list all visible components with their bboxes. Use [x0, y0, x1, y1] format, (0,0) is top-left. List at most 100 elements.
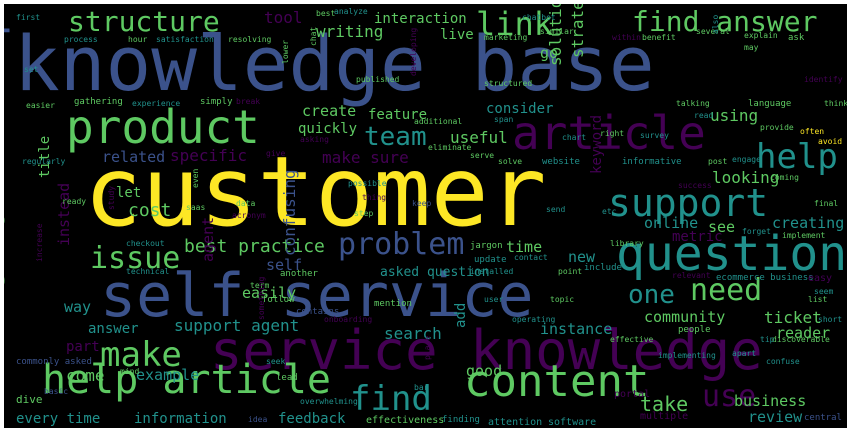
word-effectiveness: effectiveness — [366, 415, 445, 426]
word-way: way — [64, 298, 92, 316]
word-finding: finding — [442, 415, 480, 425]
word-live: live — [440, 27, 474, 43]
word-add: add — [453, 302, 469, 328]
word-support-agent: support agent — [174, 316, 300, 335]
word-informative: informative — [622, 157, 682, 167]
word-library: library — [610, 239, 644, 248]
word-implementing: implementing — [658, 351, 716, 360]
word-self: self — [266, 256, 303, 274]
word-metric: metric — [672, 229, 723, 245]
word-ecommerce-business: ecommerce business — [716, 273, 814, 283]
word-overwhelming: overwhelming — [300, 397, 358, 406]
word-another: another — [280, 269, 318, 279]
word-analyze: analyze — [334, 7, 368, 16]
word-article: article — [512, 106, 706, 160]
word-often: often — [800, 127, 825, 136]
word-set: set — [24, 65, 39, 74]
word-gathering: gathering — [74, 97, 123, 107]
word-support: support — [608, 181, 769, 225]
word-onboarding: onboarding — [324, 315, 373, 324]
word-cloud: knowledge base customer self service ser… — [4, 4, 847, 428]
word-issue: issue — [90, 241, 181, 276]
word-serve: serve — [470, 151, 495, 160]
word-link: link — [476, 5, 554, 43]
word-etc: etc — [602, 207, 617, 216]
word-language: language — [748, 99, 792, 109]
word-read: read — [694, 111, 714, 120]
word-looking: looking — [712, 168, 780, 187]
word-list: list — [808, 295, 828, 304]
word-chatbot: chatbot — [522, 13, 556, 22]
word-interaction: interaction — [374, 11, 467, 27]
word-specific: specific — [170, 146, 248, 165]
word-dive: dive — [16, 393, 43, 406]
word-also: also — [711, 14, 720, 34]
word-lead: lead — [276, 373, 298, 383]
word-business: business — [734, 392, 807, 410]
word-avoid: avoid — [818, 137, 843, 146]
word-process: process — [64, 35, 98, 44]
word-creating: creating — [772, 214, 845, 232]
word-team: team — [364, 122, 427, 152]
word-installed: installed — [470, 267, 514, 276]
word-new: new — [568, 248, 596, 266]
word-tool: tool — [264, 8, 303, 27]
word-contains: contains — [296, 307, 340, 317]
word-identify: identify — [804, 75, 843, 84]
word-within: within — [612, 33, 641, 42]
word-content: content — [464, 356, 650, 407]
word-confusing: confusing — [280, 169, 299, 256]
word-one: one — [628, 280, 675, 310]
word-chat: chat — [309, 26, 318, 46]
word-final: final — [814, 199, 839, 208]
word-seek: seek — [266, 357, 286, 366]
word-related: related — [102, 148, 166, 166]
word-benefit: benefit — [642, 33, 676, 42]
word-go: go — [540, 44, 559, 62]
word-mind: mind — [120, 367, 140, 376]
word-feedback: feedback — [278, 411, 346, 427]
word-error: error — [4, 189, 13, 292]
word-question: question — [616, 226, 847, 282]
word-published: published — [356, 75, 400, 84]
word-hour: hour — [128, 35, 148, 44]
word-satisfaction: satisfaction — [156, 35, 214, 44]
word-span: span — [494, 115, 514, 124]
word-make: make — [100, 335, 182, 375]
word-developing: developing — [409, 27, 418, 76]
word-relevant: relevant — [672, 271, 711, 280]
word-idea: idea — [248, 415, 268, 424]
word-discoverable: discoverable — [772, 335, 830, 344]
word-easier: easier — [26, 101, 55, 110]
word-feature: feature — [368, 107, 428, 123]
word-answer: answer — [88, 321, 139, 337]
word-need: need — [690, 273, 763, 308]
word-bar: bar — [414, 383, 429, 392]
word-ticket: ticket — [764, 308, 822, 327]
word-lower: lower — [281, 39, 290, 64]
word-update: update — [474, 255, 507, 265]
word-checkout: checkout — [126, 239, 165, 248]
word-saas: saas — [186, 203, 206, 212]
word-easy: easy — [808, 273, 833, 284]
word-may: may — [744, 43, 759, 52]
word-seem: seem — [814, 287, 834, 296]
word-success: success — [678, 181, 712, 190]
word-right: right — [600, 129, 625, 138]
word-several: several — [696, 27, 730, 36]
word-confuse: confuse — [766, 357, 800, 366]
word-possible: possible — [348, 179, 387, 188]
word-user: user — [484, 295, 504, 304]
word-include: include — [584, 263, 622, 273]
word-review: review — [748, 408, 803, 426]
word-product: product — [66, 100, 260, 154]
word-find: find — [350, 379, 432, 419]
word-software: software — [548, 417, 597, 428]
word-forget: forget — [742, 227, 771, 236]
word-customer: customer — [84, 136, 547, 248]
word-take: take — [640, 392, 689, 416]
word-provide: provide — [760, 123, 794, 132]
word-acronym: acronym — [232, 211, 266, 220]
word-talking: talking — [676, 99, 710, 108]
word-marketing: marketing — [484, 33, 528, 42]
